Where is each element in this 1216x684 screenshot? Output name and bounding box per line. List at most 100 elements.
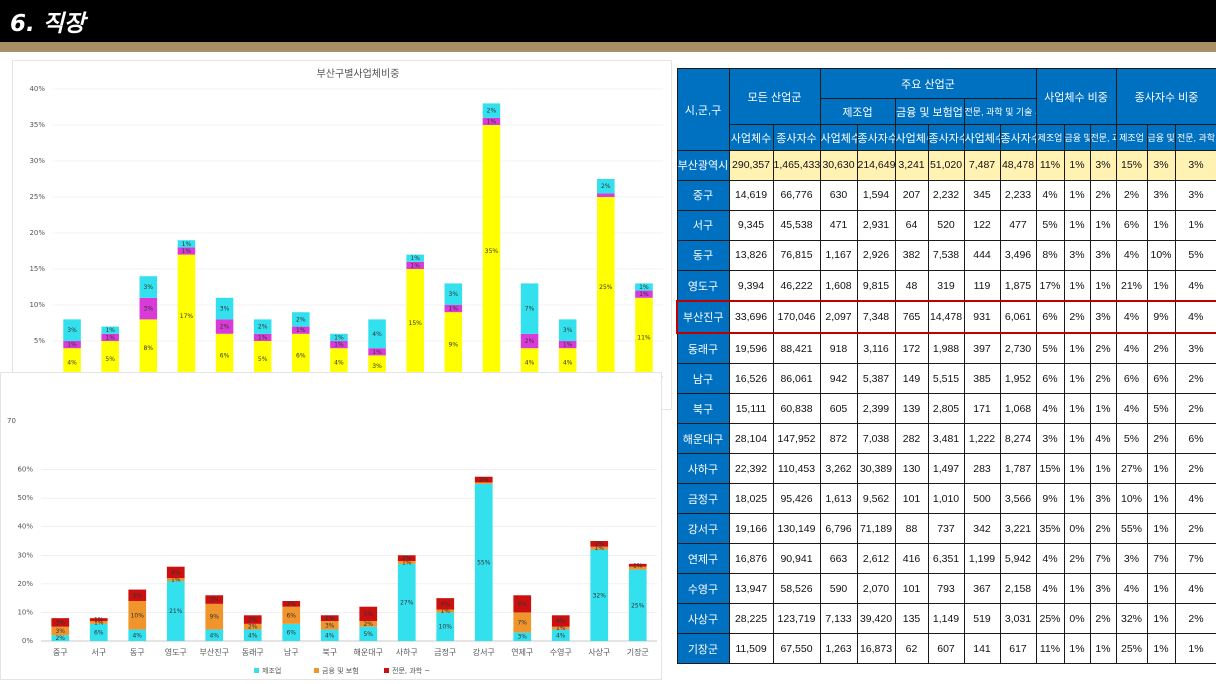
data-label: 1%	[334, 342, 344, 349]
table-cell: 95,426	[772, 483, 821, 515]
table-cell: 6%	[1115, 363, 1148, 395]
row-label: 해운대구	[676, 423, 730, 455]
y-tick-label: 35%	[29, 121, 45, 129]
table-cell: 13,826	[728, 239, 774, 271]
table-cell: 122	[963, 209, 1001, 241]
bar-segment	[397, 555, 416, 561]
table-cell: 1%	[1146, 513, 1176, 545]
bar-segment	[558, 319, 577, 341]
data-label: 7%	[517, 619, 527, 626]
data-label: 1%	[334, 334, 344, 341]
table-cell: 1,068	[999, 393, 1037, 425]
header-ratio-column: 금융 및 보험업	[1146, 124, 1176, 151]
table-cell: 519	[963, 603, 1001, 634]
table-row: 북구 15,111 60,838 605 2,399 139 2,805 171 1,068 4%…	[676, 393, 1216, 425]
header-professional: 전문, 과학 및 기술 서비스업	[963, 98, 1037, 125]
category-label: 남구	[284, 648, 299, 657]
table-cell: 3%	[1089, 150, 1117, 181]
bar-segment	[89, 623, 108, 641]
data-label: 3%	[248, 617, 258, 624]
table-cell: 7,538	[927, 239, 965, 271]
table-cell: 15%	[1115, 150, 1148, 181]
bar-segment	[215, 297, 234, 320]
table-cell: 6,796	[819, 513, 858, 545]
bar-segment	[282, 623, 301, 641]
bar-segment	[597, 193, 615, 197]
table-cell: 3%	[1115, 543, 1148, 575]
table-cell: 2%	[1089, 332, 1117, 365]
category-label: 중구	[53, 648, 68, 657]
data-label: 1%	[639, 284, 649, 291]
bar-segment	[635, 290, 653, 298]
table-cell: 385	[963, 363, 1001, 395]
category-label: 서구	[91, 648, 106, 657]
y-tick-label: 10%	[29, 301, 45, 309]
table-cell: 477	[999, 209, 1037, 241]
bar-segment	[128, 589, 147, 601]
data-label: 1%	[94, 617, 104, 624]
legend-label: 금융 및 보험	[322, 667, 359, 675]
bar-segment	[63, 341, 81, 349]
table-cell: 2%	[1089, 363, 1117, 395]
table-cell: 1,787	[999, 453, 1037, 485]
row-label: 남구	[676, 363, 730, 395]
data-label: 25%	[599, 284, 613, 291]
table-cell: 101	[894, 573, 929, 605]
table-cell: 1,497	[927, 453, 965, 485]
bar-segment	[359, 621, 378, 627]
table-cell: 25%	[1115, 633, 1148, 664]
table-cell: 4%	[1174, 483, 1216, 515]
row-label: 중구	[676, 179, 730, 211]
data-label: 4%	[372, 331, 382, 338]
table-cell: 630	[819, 179, 858, 211]
bar-segment	[292, 333, 310, 377]
table-cell: 3%	[1063, 239, 1091, 271]
data-label: 3%	[55, 619, 65, 626]
table-cell: 6,061	[999, 300, 1037, 334]
table-cell: 32%	[1115, 603, 1148, 634]
industry-stats-table: 시,군,구 모든 산업군 주요 산업군 사업체수 비중 종사자수 비중 제조업 금융 및 보…	[676, 68, 1216, 664]
data-label: 17%	[180, 313, 194, 320]
table-cell: 1%	[1063, 269, 1091, 302]
table-cell: 1%	[1146, 633, 1176, 664]
table-cell: 0%	[1063, 513, 1091, 545]
bar-segment	[590, 549, 609, 641]
data-label: 4%	[67, 360, 77, 367]
bar-segment	[101, 333, 119, 341]
table-cell: 4%	[1035, 179, 1065, 211]
data-label: 3%	[55, 628, 65, 635]
data-label: 1%	[372, 349, 382, 356]
table-cell: 1%	[1146, 453, 1176, 485]
data-label: 9%	[209, 614, 219, 621]
header-column: 종사자수	[856, 124, 896, 151]
table-cell: 39,420	[856, 603, 896, 634]
header-ratio-column: 전문, 과학	[1089, 124, 1117, 151]
table-cell: 1,222	[963, 423, 1001, 455]
table-cell: 1%	[1089, 393, 1117, 425]
table-cell: 7,487	[963, 150, 1001, 181]
table-cell: 3%	[1035, 423, 1065, 455]
bar-segment	[590, 541, 609, 547]
table-cell: 45,538	[772, 209, 821, 241]
data-label: 3%	[220, 306, 230, 313]
table-cell: 3%	[1146, 150, 1176, 181]
table-row: 연제구 16,876 90,941 663 2,612 416 6,351 1,199 5,94…	[676, 543, 1216, 575]
bar-segment	[590, 546, 609, 550]
table-cell: 6,351	[927, 543, 965, 575]
bar-segment	[635, 283, 653, 291]
bar-segment	[320, 615, 339, 621]
y-tick-label: 40%	[29, 85, 45, 93]
industry-stats-table-panel: 시,군,구 모든 산업군 주요 산업군 사업체수 비중 종사자수 비중 제조업 금융 및 보…	[676, 68, 1216, 664]
bar-segment	[292, 326, 310, 334]
data-label: 4%	[525, 360, 535, 367]
table-cell: 3,262	[819, 453, 858, 485]
table-cell: 16,873	[856, 633, 896, 664]
header-stripe	[0, 42, 1216, 52]
data-label: 2%	[220, 324, 230, 331]
row-label: 사하구	[676, 453, 730, 485]
table-cell: 942	[819, 363, 858, 395]
slide-title: 6. 직장	[10, 11, 86, 37]
table-cell: 1%	[1146, 269, 1176, 302]
table-cell: 2%	[1174, 603, 1216, 634]
data-label: 1%	[487, 118, 497, 125]
